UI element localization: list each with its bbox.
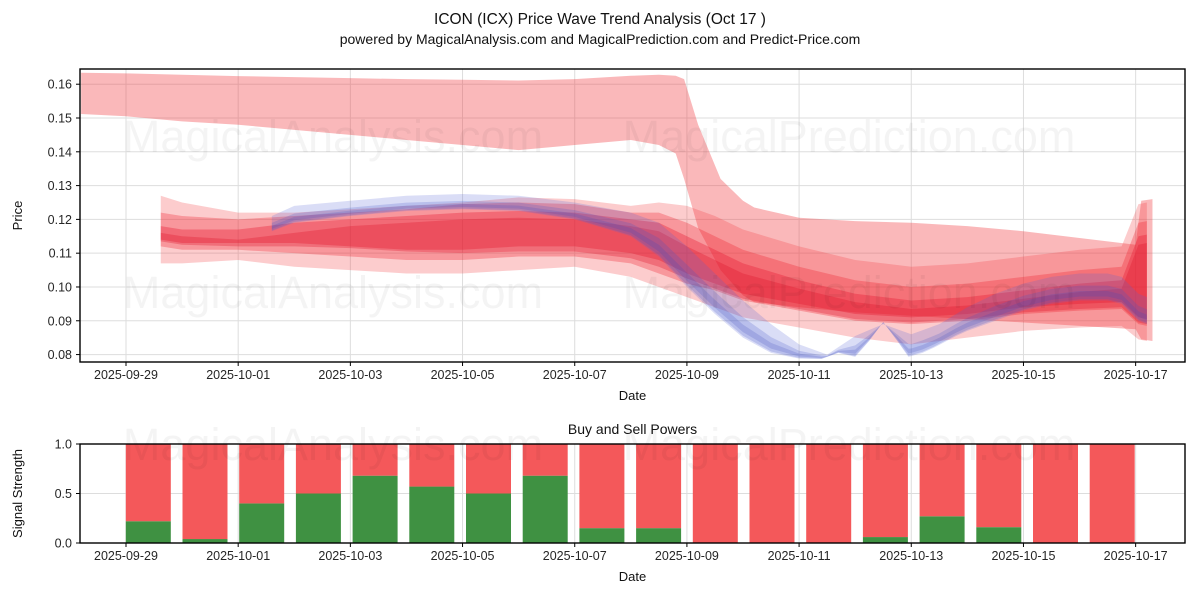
svg-text:0.12: 0.12 [48,213,72,227]
svg-text:Date: Date [619,388,646,403]
svg-text:Date: Date [619,569,646,584]
svg-text:Price: Price [10,201,25,231]
svg-text:2025-10-01: 2025-10-01 [206,549,270,563]
svg-text:2025-10-17: 2025-10-17 [1104,549,1168,563]
svg-text:2025-10-05: 2025-10-05 [431,368,495,382]
svg-text:MagicalAnalysis.com: MagicalAnalysis.com [123,111,543,162]
svg-text:2025-09-29: 2025-09-29 [94,368,158,382]
svg-text:0.11: 0.11 [49,247,72,261]
svg-text:2025-10-13: 2025-10-13 [879,549,943,563]
svg-text:0.13: 0.13 [48,179,72,193]
svg-text:0.5: 0.5 [55,487,72,501]
svg-text:2025-10-15: 2025-10-15 [991,368,1055,382]
svg-text:1.0: 1.0 [55,438,72,452]
svg-text:2025-10-05: 2025-10-05 [431,549,495,563]
svg-text:0.16: 0.16 [48,78,72,92]
svg-text:2025-10-03: 2025-10-03 [318,549,382,563]
svg-text:2025-10-03: 2025-10-03 [318,368,382,382]
svg-text:MagicalPrediction.com: MagicalPrediction.com [623,267,1076,318]
svg-text:Buy and Sell Powers: Buy and Sell Powers [568,421,697,437]
svg-text:0.14: 0.14 [48,145,72,159]
svg-text:2025-10-11: 2025-10-11 [768,368,831,382]
svg-text:2025-10-01: 2025-10-01 [206,368,270,382]
svg-text:0.0: 0.0 [55,537,72,551]
svg-text:0.10: 0.10 [48,280,72,294]
svg-text:2025-10-11: 2025-10-11 [768,549,831,563]
svg-text:0.09: 0.09 [48,314,72,328]
svg-text:2025-10-13: 2025-10-13 [879,368,943,382]
svg-text:2025-10-15: 2025-10-15 [991,549,1055,563]
svg-text:2025-10-07: 2025-10-07 [543,368,607,382]
svg-text:0.08: 0.08 [48,348,72,362]
svg-text:2025-10-09: 2025-10-09 [655,549,719,563]
svg-text:Signal Strength: Signal Strength [10,449,25,538]
svg-text:2025-10-07: 2025-10-07 [543,549,607,563]
svg-text:MagicalPrediction.com: MagicalPrediction.com [623,111,1076,162]
svg-text:0.15: 0.15 [48,112,72,126]
svg-text:2025-10-09: 2025-10-09 [655,368,719,382]
svg-text:2025-09-29: 2025-09-29 [94,549,158,563]
svg-text:2025-10-17: 2025-10-17 [1104,368,1168,382]
svg-text:MagicalAnalysis.com: MagicalAnalysis.com [123,267,543,318]
